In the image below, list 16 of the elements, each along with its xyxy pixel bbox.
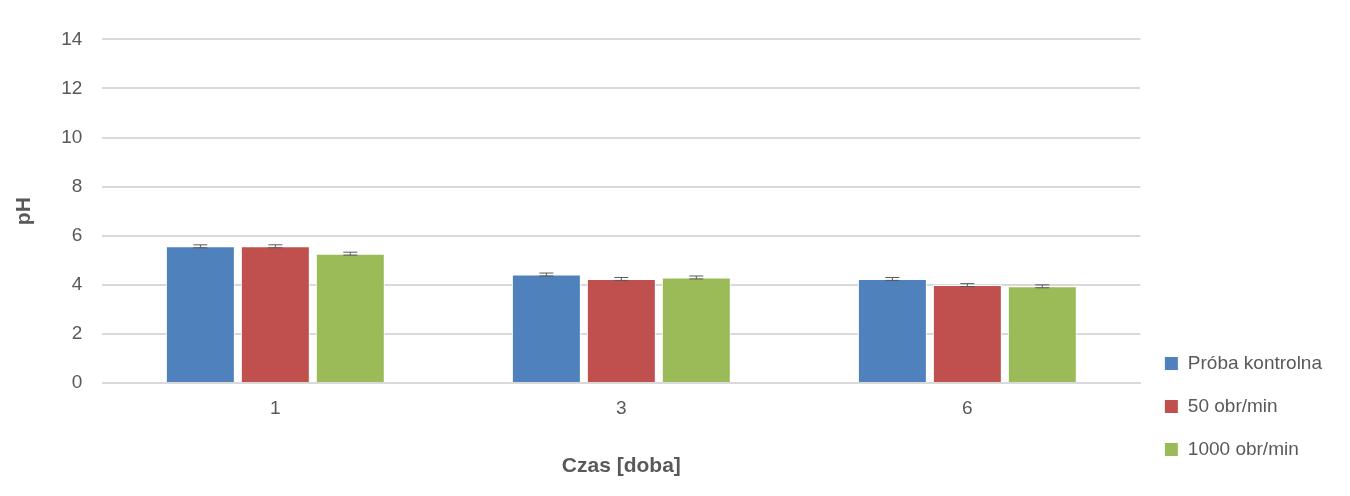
y-tick-label: 8	[71, 174, 83, 196]
x-tick-label: 6	[962, 396, 973, 418]
y-tick-label: 12	[61, 76, 83, 98]
y-axis-title: pH	[11, 197, 35, 226]
y-tick-label: 6	[71, 223, 83, 245]
x-tick-label: 3	[616, 396, 627, 418]
x-axis-title: Czas [doba]	[561, 453, 681, 477]
y-tick-label: 14	[61, 27, 83, 49]
y-tick-label: 0	[71, 371, 83, 393]
y-tick-label: 4	[71, 273, 83, 295]
y-tick-label: 10	[61, 125, 83, 147]
legend-label: 1000 obr/min	[1187, 437, 1299, 459]
legend-label: Próba kontrolna	[1187, 351, 1323, 373]
y-tick-label: 2	[71, 322, 83, 344]
x-tick-label: 1	[270, 396, 281, 418]
legend-label: 50 obr/min	[1187, 394, 1278, 416]
